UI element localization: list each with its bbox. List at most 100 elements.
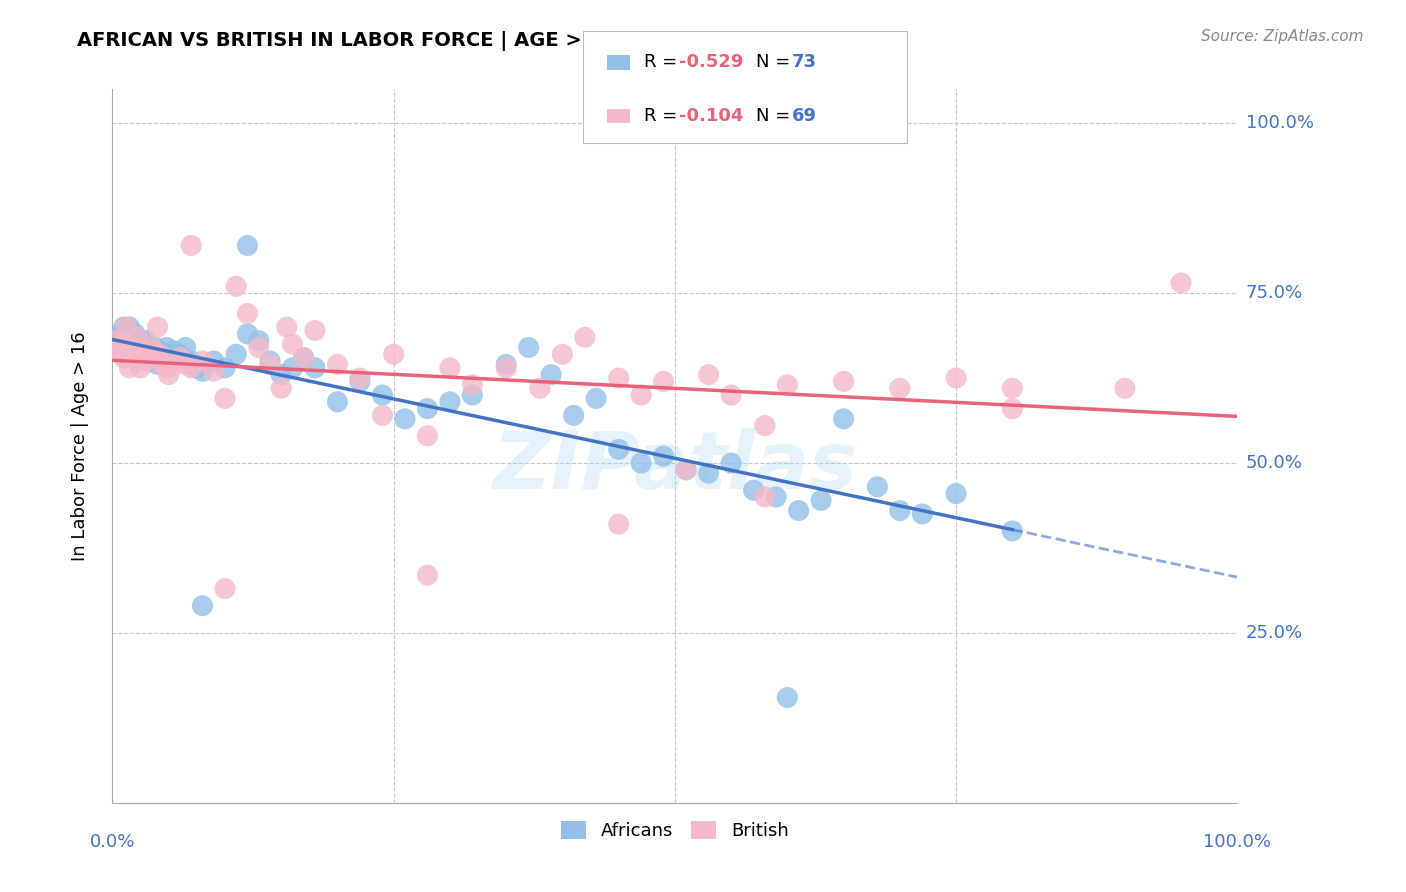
Point xyxy=(191,364,214,378)
Point xyxy=(174,341,197,355)
Point xyxy=(141,347,163,361)
Point xyxy=(127,330,149,344)
Point xyxy=(115,334,138,348)
Point xyxy=(180,354,202,368)
Point xyxy=(112,347,135,361)
Point xyxy=(292,351,315,365)
Text: 73: 73 xyxy=(792,54,817,71)
Point xyxy=(112,320,135,334)
Point xyxy=(945,486,967,500)
Point xyxy=(155,360,177,375)
Point xyxy=(607,371,630,385)
Y-axis label: In Labor Force | Age > 16: In Labor Force | Age > 16 xyxy=(70,331,89,561)
Point xyxy=(776,690,799,705)
Point xyxy=(439,360,461,375)
Point xyxy=(259,354,281,368)
Point xyxy=(382,347,405,361)
Point xyxy=(186,360,208,375)
Point xyxy=(118,343,141,358)
Text: -0.529: -0.529 xyxy=(679,54,744,71)
Point xyxy=(157,354,180,368)
Point xyxy=(129,360,152,375)
Point xyxy=(124,326,146,341)
Legend: Africans, British: Africans, British xyxy=(554,814,796,847)
Point xyxy=(169,347,191,361)
Text: 69: 69 xyxy=(792,107,817,125)
Text: Source: ZipAtlas.com: Source: ZipAtlas.com xyxy=(1201,29,1364,44)
Point xyxy=(174,358,197,372)
Point xyxy=(1001,381,1024,395)
Point xyxy=(866,480,889,494)
Point xyxy=(202,364,225,378)
Point xyxy=(889,503,911,517)
Text: 50.0%: 50.0% xyxy=(1246,454,1302,472)
Point xyxy=(945,371,967,385)
Point xyxy=(630,388,652,402)
Point xyxy=(911,507,934,521)
Point xyxy=(461,377,484,392)
Point xyxy=(118,360,141,375)
Text: AFRICAN VS BRITISH IN LABOR FORCE | AGE > 16 CORRELATION CHART: AFRICAN VS BRITISH IN LABOR FORCE | AGE … xyxy=(77,31,856,51)
Point xyxy=(110,326,132,341)
Point xyxy=(304,323,326,337)
Point xyxy=(326,358,349,372)
Point xyxy=(108,337,131,351)
Point xyxy=(152,358,174,372)
Point xyxy=(889,381,911,395)
Point xyxy=(214,392,236,406)
Point xyxy=(118,347,141,361)
Point xyxy=(630,456,652,470)
Text: R =: R = xyxy=(644,54,683,71)
Point xyxy=(1114,381,1136,395)
Point xyxy=(1170,276,1192,290)
Point xyxy=(754,418,776,433)
Point xyxy=(754,490,776,504)
Point xyxy=(129,334,152,348)
Point xyxy=(270,368,292,382)
Point xyxy=(276,320,298,334)
Point xyxy=(225,347,247,361)
Text: 0.0%: 0.0% xyxy=(90,833,135,851)
Point xyxy=(236,326,259,341)
Point xyxy=(163,343,186,358)
Point xyxy=(118,320,141,334)
Text: 100.0%: 100.0% xyxy=(1204,833,1271,851)
Point xyxy=(787,503,810,517)
Point xyxy=(551,347,574,361)
Point xyxy=(149,347,172,361)
Point xyxy=(416,568,439,582)
Point xyxy=(247,334,270,348)
Point xyxy=(1001,524,1024,538)
Point xyxy=(191,354,214,368)
Point xyxy=(104,334,127,348)
Point xyxy=(675,463,697,477)
Point xyxy=(236,306,259,320)
Point xyxy=(138,354,160,368)
Point xyxy=(160,347,183,361)
Point xyxy=(191,599,214,613)
Text: R =: R = xyxy=(644,107,683,125)
Point xyxy=(132,343,155,358)
Point xyxy=(149,343,172,358)
Point xyxy=(202,354,225,368)
Point xyxy=(371,409,394,423)
Point xyxy=(349,375,371,389)
Point xyxy=(1001,401,1024,416)
Point xyxy=(742,483,765,498)
Point xyxy=(720,456,742,470)
Point xyxy=(607,517,630,532)
Point xyxy=(169,351,191,365)
Point xyxy=(157,368,180,382)
Point xyxy=(439,394,461,409)
Point xyxy=(135,334,157,348)
Point xyxy=(697,466,720,480)
Point xyxy=(166,351,188,365)
Point xyxy=(143,341,166,355)
Point xyxy=(259,358,281,372)
Point xyxy=(163,358,186,372)
Point xyxy=(495,360,517,375)
Point xyxy=(585,392,607,406)
Point xyxy=(124,351,146,365)
Point xyxy=(776,377,799,392)
Point xyxy=(138,347,160,361)
